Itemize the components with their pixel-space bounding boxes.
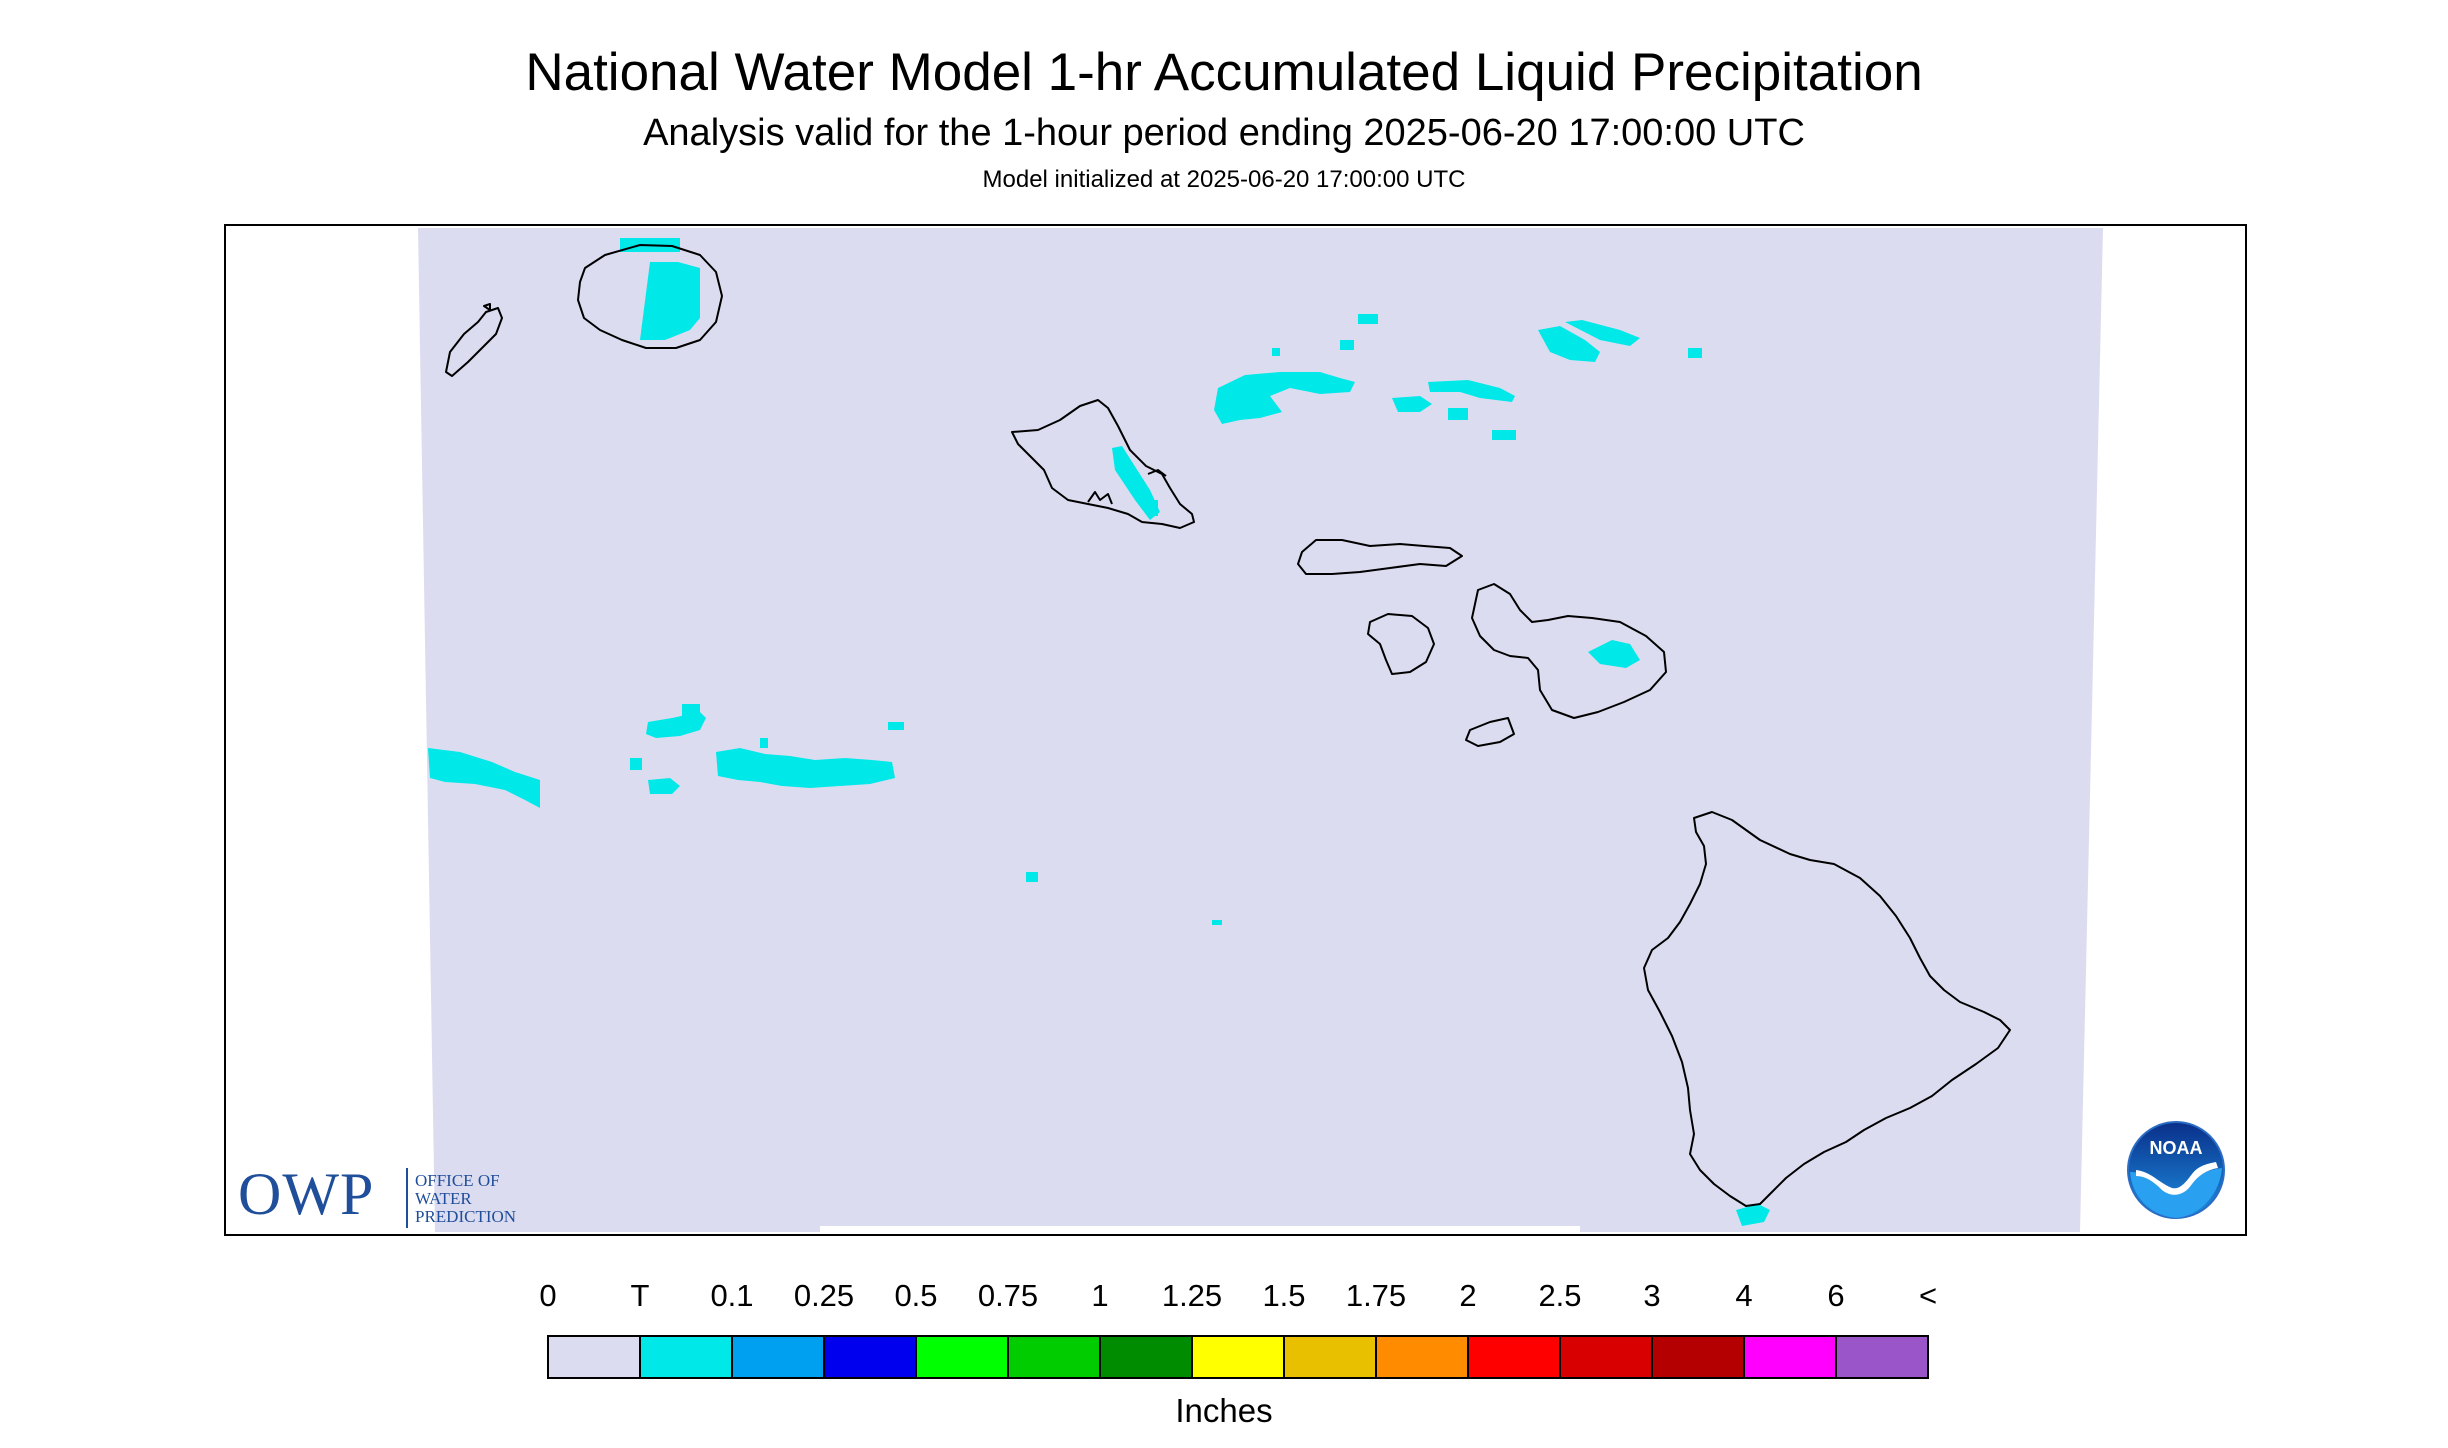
colorbar-swatch	[915, 1335, 1009, 1379]
precip-patch-small-3	[1358, 314, 1378, 324]
trace-precip-areas	[428, 238, 1770, 1226]
precip-patch-small-7	[1026, 872, 1038, 882]
island-oahu	[1011, 399, 1195, 529]
precip-patch-small-2	[1272, 348, 1280, 356]
owp-logo-line1: OFFICE OF	[415, 1171, 500, 1190]
island-niihau	[445, 307, 503, 377]
colorbar-tick-label: 3	[1643, 1278, 1661, 1313]
island-hawaii	[1643, 811, 2011, 1207]
precip-patch-small-5	[1492, 430, 1516, 440]
colorbar-swatch	[1559, 1335, 1653, 1379]
precip-band-1	[1214, 372, 1355, 424]
colorbar-swatch	[639, 1335, 733, 1379]
island-lanai	[1367, 613, 1435, 675]
owp-logo-abbrev: OWP	[238, 1161, 375, 1227]
colorbar-tick-label: 6	[1827, 1278, 1845, 1313]
colorbar-tick-label: 2.5	[1538, 1278, 1582, 1313]
colorbar-tick-label: 1.5	[1262, 1278, 1306, 1313]
owp-logo-line3: PREDICTION	[415, 1207, 517, 1226]
colorbar-tick-label: 0.1	[710, 1278, 754, 1313]
precip-band-2	[1428, 380, 1515, 402]
colorbar	[547, 1335, 1929, 1379]
precip-patch-maui	[1588, 640, 1640, 668]
colorbar-tick-label: 1.25	[1161, 1278, 1223, 1313]
colorbar-swatch	[1099, 1335, 1193, 1379]
model-init-line: Model initialized at 2025-06-20 17:00:00…	[982, 166, 1466, 193]
island-molokai	[1297, 539, 1463, 575]
colorbar-tick-label: 0.75	[977, 1278, 1039, 1313]
island-lehua	[483, 303, 491, 311]
colorbar-tick-label: 2	[1459, 1278, 1477, 1313]
map-title: National Water Model 1-hr Accumulated Li…	[525, 43, 1923, 102]
precip-patch-oahu-small	[1148, 500, 1158, 516]
domain-bottom-gap	[820, 1226, 1580, 1232]
island-maui	[1471, 583, 1667, 719]
precip-band-west-2	[646, 712, 706, 738]
precip-patch-small-8	[1212, 920, 1222, 925]
precip-patch-small-1	[1340, 340, 1354, 350]
data-domain	[418, 228, 2103, 1232]
map-subtitle: Analysis valid for the 1-hour period end…	[643, 112, 1805, 154]
colorbar-swatch	[1467, 1335, 1561, 1379]
precip-patch-west-small-2	[630, 758, 642, 770]
precip-band-4	[1538, 326, 1600, 362]
precip-patch-west-small-4	[888, 722, 904, 730]
precip-patch-west-small-3	[760, 738, 768, 748]
precip-patch-small-4	[1448, 408, 1468, 420]
colorbar-swatch	[1283, 1335, 1377, 1379]
colorbar-units: Inches	[1175, 1392, 1273, 1429]
colorbar-tick-label: 0.25	[793, 1278, 855, 1313]
colorbar-tick-label: 0	[539, 1278, 557, 1313]
noaa-logo-text: NOAA	[2150, 1138, 2203, 1158]
colorbar-tick-label: T	[630, 1278, 650, 1313]
colorbar-swatch	[547, 1335, 641, 1379]
precip-band-west-1	[428, 748, 540, 808]
colorbar-swatch	[1651, 1335, 1745, 1379]
owp-logo-divider	[406, 1168, 408, 1228]
precip-patch-big-island-south	[1736, 1204, 1770, 1226]
precip-band-5	[1565, 320, 1640, 346]
island-kauai	[577, 244, 723, 349]
colorbar-tick-label: 1.75	[1345, 1278, 1407, 1313]
colorbar-swatch	[823, 1335, 917, 1379]
coastlines	[445, 244, 2011, 1207]
colorbar-swatch	[731, 1335, 825, 1379]
island-kahoolawe	[1465, 717, 1515, 747]
colorbar-swatch	[1375, 1335, 1469, 1379]
colorbar-tick-label: <	[1918, 1278, 1938, 1313]
noaa-logo-icon: NOAA	[2127, 1121, 2225, 1219]
precip-patch-small-6	[1688, 348, 1702, 358]
colorbar-tick-label: 0.5	[894, 1278, 938, 1313]
precip-patch-west-small-1	[682, 704, 700, 716]
colorbar-swatch	[1191, 1335, 1285, 1379]
colorbar-swatch	[1835, 1335, 1929, 1379]
oahu-pearl-harbor	[1087, 469, 1167, 505]
owp-logo-line2: WATER	[415, 1189, 472, 1208]
colorbar-tick-label: 1	[1091, 1278, 1109, 1313]
precip-patch-kauai	[640, 262, 700, 340]
colorbar-swatch	[1007, 1335, 1101, 1379]
colorbar-swatch	[1743, 1335, 1837, 1379]
colorbar-tick-label: 4	[1735, 1278, 1753, 1313]
precip-band-west-4	[716, 748, 895, 788]
precip-patch-west-3	[648, 778, 680, 794]
precip-band-3	[1392, 396, 1432, 412]
